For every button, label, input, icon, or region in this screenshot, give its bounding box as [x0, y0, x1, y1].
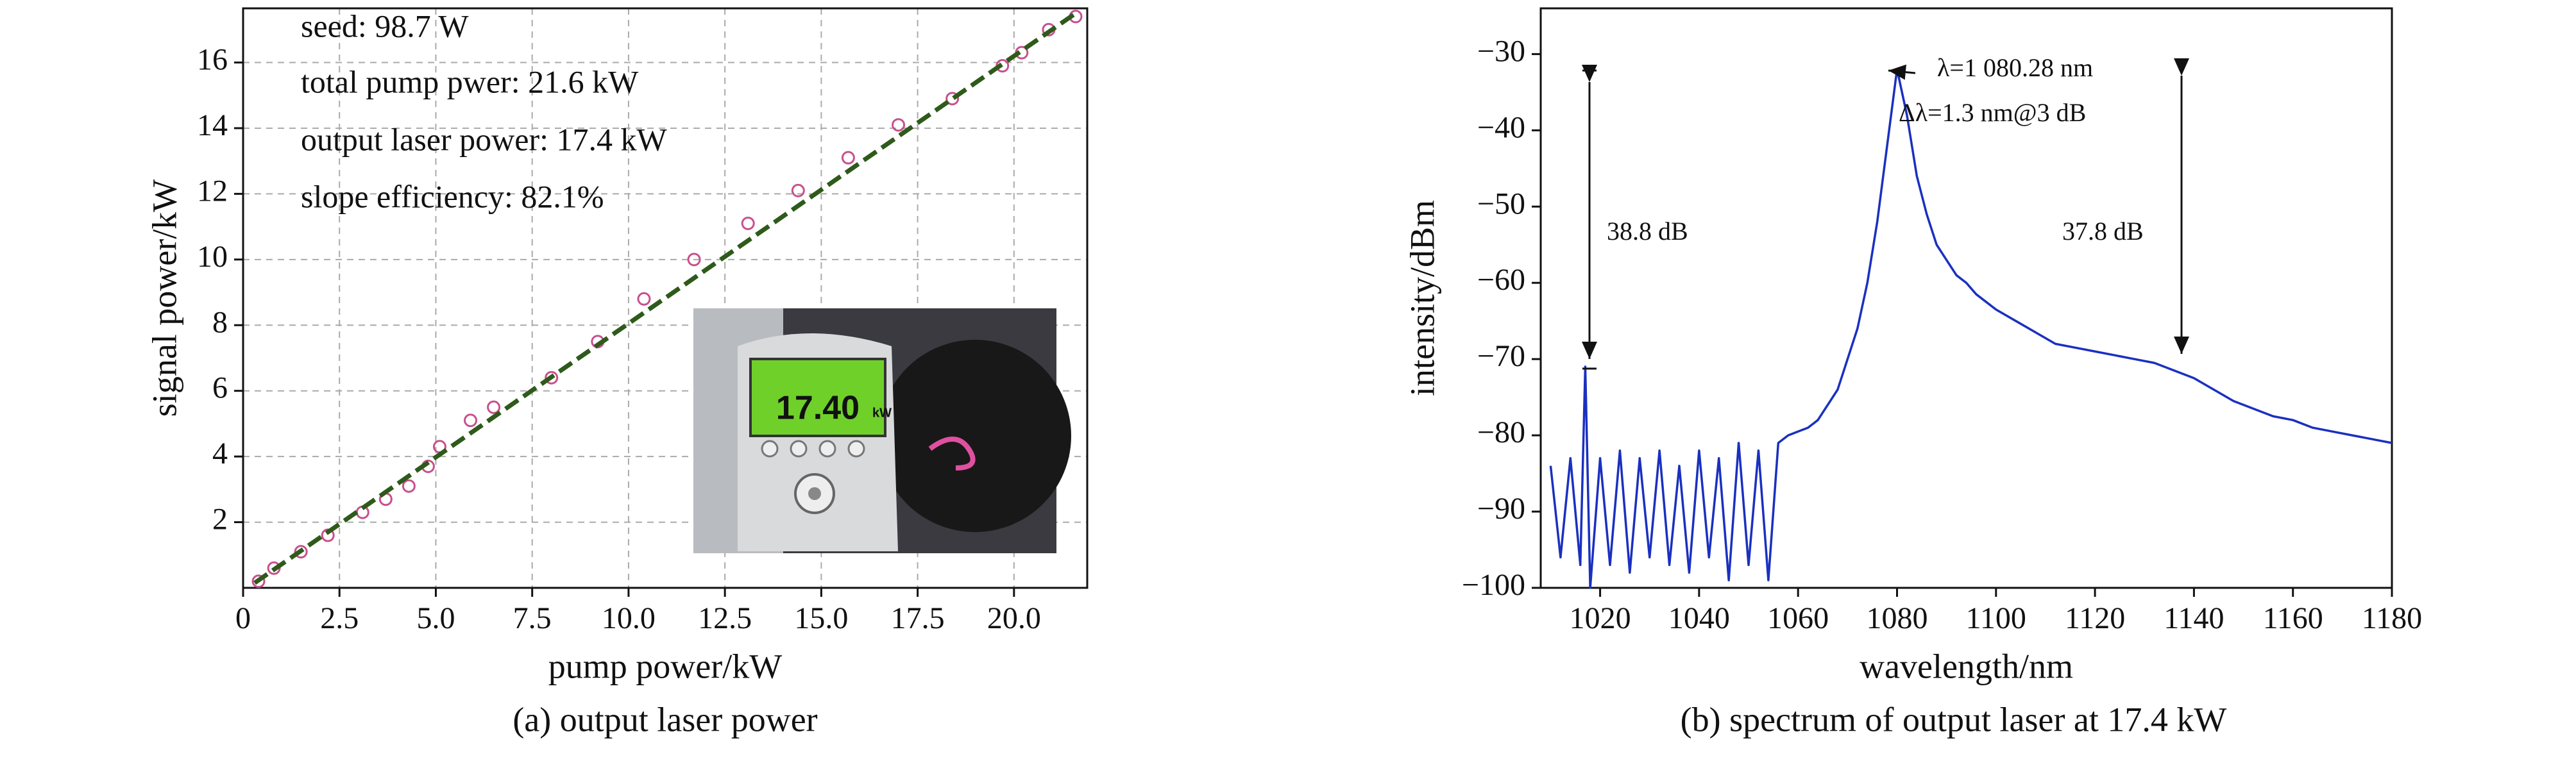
y-tick-label: 12: [197, 174, 228, 208]
data-line: [1549, 68, 2393, 589]
y-tick-label: −90: [1477, 492, 1525, 526]
x-tick-label: 10.0: [602, 601, 656, 635]
x-tick-label: 1120: [2065, 601, 2125, 635]
y-tick-label: −30: [1477, 34, 1525, 68]
data-point: [545, 371, 559, 385]
y-tick-label: 6: [212, 371, 228, 405]
data-point: [487, 400, 501, 414]
x-tick-label: 2.5: [320, 601, 359, 635]
y-tick-label: 14: [197, 108, 228, 142]
plot-frame: [242, 7, 1089, 589]
data-point: [464, 413, 478, 428]
x-axis-label: wavelength/nm: [1860, 647, 2073, 685]
x-tick-label: 1140: [2164, 601, 2224, 635]
x-tick-label: 1080: [1866, 601, 1928, 635]
x-tick-label: 1020: [1570, 601, 1631, 635]
inset-display: 17.40: [776, 390, 860, 427]
inset-unit: kW: [872, 406, 892, 420]
x-tick-label: 1180: [2362, 601, 2422, 635]
annotation: 38.8 dB: [1607, 217, 1688, 246]
y-tick-label: −80: [1477, 415, 1525, 449]
x-tick-label: 17.5: [891, 601, 945, 635]
data-point: [637, 292, 651, 306]
y-tick-label: −70: [1477, 339, 1525, 373]
x-tick-label: 0: [235, 601, 251, 635]
x-tick-label: 5.0: [416, 601, 455, 635]
y-axis-label: intensity/dBm: [1403, 200, 1441, 396]
data-point: [687, 253, 701, 267]
plot-frame: [1539, 7, 2393, 589]
arrows: [1582, 58, 2189, 370]
x-tick-label: 1060: [1767, 601, 1829, 635]
plot: 0 2.5 5.0 7.5 10.0 12.5 15.0 17.5 20.0 2 4 6 8 10 12 14…: [145, 7, 1089, 738]
x-tick-label: 1160: [2263, 601, 2323, 635]
data-point: [892, 118, 906, 132]
data-point: [741, 216, 755, 230]
annotation: 37.8 dB: [2062, 217, 2144, 246]
x-tick-label: 12.5: [698, 601, 752, 635]
y-tick-label: −40: [1477, 110, 1525, 144]
caption: (a) output laser power: [513, 700, 817, 738]
annotation: output laser power: 17.4 kW: [301, 121, 668, 157]
annotation: Δλ=1.3 nm@3 dB: [1899, 98, 2086, 127]
y-tick-label: −50: [1477, 187, 1525, 221]
annotation: seed: 98.7 W: [301, 8, 469, 44]
inset-photo: 17.40 kW: [693, 308, 1071, 553]
y-tick-label: 4: [212, 437, 228, 471]
data-point: [251, 574, 266, 588]
plot: 1020 1040 1060 1080 1100 1120 1140 1160 1180 −100…: [1403, 7, 2422, 738]
y-tick-label: 2: [212, 503, 228, 537]
x-tick-label: 20.0: [987, 601, 1041, 635]
y-axis-label: signal power/kW: [145, 179, 183, 417]
data-point: [791, 183, 805, 197]
data-line: [253, 11, 1077, 585]
y-tick-label: −60: [1477, 263, 1525, 297]
data-point: [402, 479, 416, 493]
y-tick-label: 16: [197, 43, 228, 77]
annotation: slope efficiency: 82.1%: [301, 178, 604, 214]
data-point: [945, 92, 960, 106]
y-tick-label: 10: [197, 240, 228, 274]
x-tick-label: 15.0: [794, 601, 848, 635]
data-point: [841, 151, 855, 165]
x-axis-label: pump power/kW: [548, 647, 782, 685]
x-tick-label: 1100: [1966, 601, 2026, 635]
annotation: λ=1 080.28 nm: [1937, 53, 2093, 82]
y-tick-label: −100: [1462, 568, 1525, 602]
arrow: [1888, 64, 1916, 80]
y-tick-label: 8: [212, 305, 228, 339]
caption: (b) spectrum of output laser at 17.4 kW: [1681, 700, 2227, 738]
data-point: [294, 545, 308, 559]
x-tick-label: 1040: [1668, 601, 1730, 635]
annotation: total pump pwer: 21.6 kW: [301, 63, 639, 99]
x-tick-label: 7.5: [513, 601, 552, 635]
